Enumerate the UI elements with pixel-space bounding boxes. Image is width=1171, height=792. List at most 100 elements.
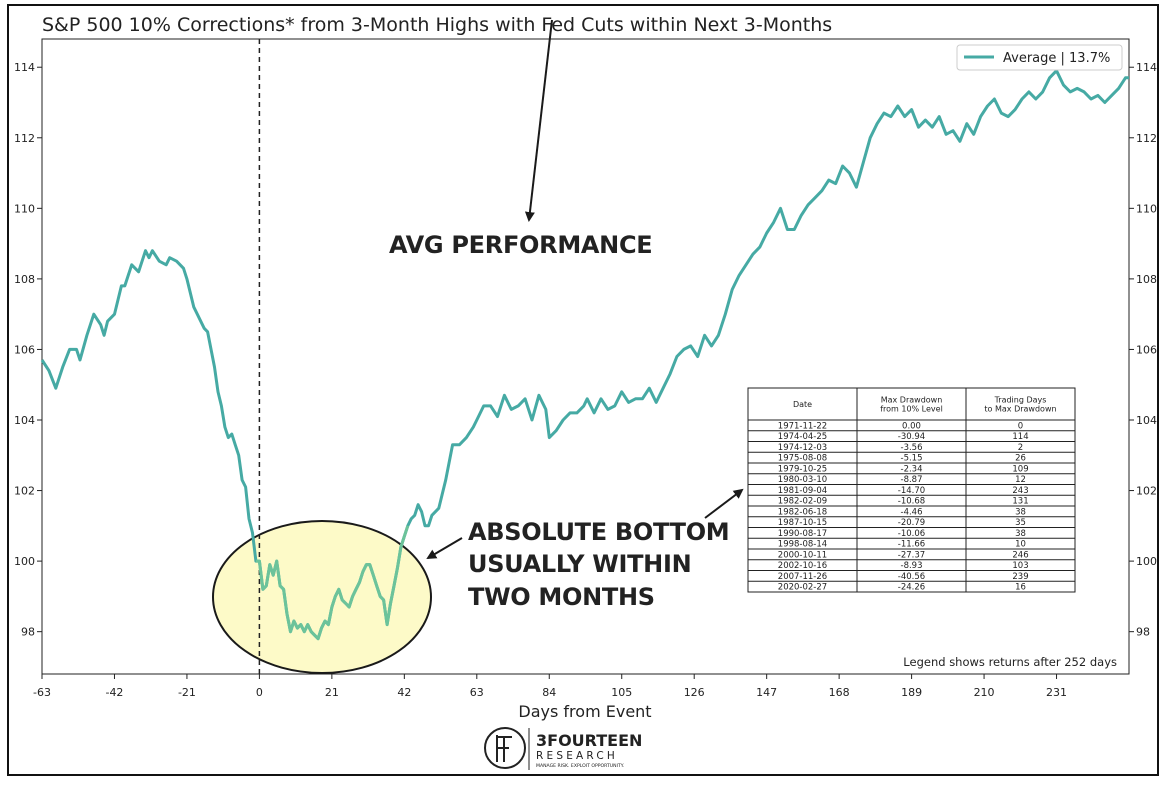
table-cell: -2.34 bbox=[901, 464, 923, 474]
y-tick-label-right: 112 bbox=[1136, 132, 1157, 145]
x-tick-label: 147 bbox=[756, 686, 777, 699]
x-tick-label: 210 bbox=[974, 686, 995, 699]
table-cell: -3.56 bbox=[901, 443, 923, 453]
table-cell: -30.94 bbox=[898, 432, 925, 442]
brand-name: 3FOURTEEN bbox=[536, 731, 642, 750]
table-cell: -4.46 bbox=[901, 507, 923, 517]
brand-monogram-icon bbox=[496, 735, 512, 762]
x-tick-label: 105 bbox=[611, 686, 632, 699]
table-cell: 2000-10-11 bbox=[778, 550, 827, 560]
table-cell: 1998-08-14 bbox=[778, 540, 827, 550]
y-tick-label-left: 114 bbox=[14, 61, 35, 74]
y-tick-label-right: 108 bbox=[1136, 273, 1157, 286]
brand-sub: RESEARCH bbox=[536, 750, 618, 762]
x-tick-label: 189 bbox=[901, 686, 922, 699]
table-cell: -10.68 bbox=[898, 497, 925, 507]
x-tick-label: -63 bbox=[33, 686, 51, 699]
table-cell: 38 bbox=[1015, 529, 1026, 539]
table-cell: 1982-06-18 bbox=[778, 507, 827, 517]
figure-frame bbox=[7, 4, 1159, 776]
table-header-cell: Max Drawdown bbox=[881, 396, 943, 405]
x-tick-label: 231 bbox=[1046, 686, 1067, 699]
x-tick-label: 42 bbox=[397, 686, 411, 699]
brand-circle-mark bbox=[484, 727, 526, 769]
table-cell: 1981-09-04 bbox=[778, 486, 827, 496]
y-tick-label-left: 110 bbox=[14, 202, 35, 215]
y-tick-label-left: 100 bbox=[14, 555, 35, 568]
table-cell: 109 bbox=[1012, 464, 1028, 474]
series-layer bbox=[40, 69, 1129, 641]
y-tick-label-left: 102 bbox=[14, 485, 35, 498]
table-cell: 0 bbox=[1018, 421, 1023, 431]
table-cell: 1975-08-08 bbox=[778, 454, 827, 464]
table-cell: 1971-11-22 bbox=[778, 421, 827, 431]
arrow-to-avg-line bbox=[524, 19, 553, 222]
table-cell: 114 bbox=[1012, 432, 1028, 442]
y-tick-label-right: 106 bbox=[1136, 343, 1157, 356]
x-tick-label: 0 bbox=[256, 686, 263, 699]
legend: Average | 13.7% bbox=[956, 44, 1123, 71]
table-cell: 16 bbox=[1015, 583, 1026, 593]
table-cell: 103 bbox=[1012, 561, 1028, 571]
x-tick-label: 168 bbox=[829, 686, 850, 699]
x-tick-label: 84 bbox=[542, 686, 556, 699]
legend-entry-average: Average | 13.7% bbox=[1003, 51, 1110, 66]
table-cell: -24.26 bbox=[898, 583, 925, 593]
legend-box bbox=[956, 44, 1123, 71]
table-cell: 1982-02-09 bbox=[778, 497, 827, 507]
axis-ticks: -63 -42 -21 0 21 42 63 84 105 126 147 168 189 210 2319… bbox=[14, 61, 1157, 699]
table-cell: 2007-11-26 bbox=[778, 572, 827, 582]
x-tick-label: 21 bbox=[325, 686, 339, 699]
table-cell: -10.06 bbox=[898, 529, 925, 539]
table-cell: 2002-10-16 bbox=[778, 561, 827, 571]
table-header-cell: from 10% Level bbox=[880, 405, 943, 414]
table-border bbox=[747, 387, 1076, 593]
table-cell: 1980-03-10 bbox=[778, 475, 827, 485]
table-cell: -5.15 bbox=[901, 454, 923, 464]
table-cell: 26 bbox=[1015, 454, 1026, 464]
table-cell: -40.56 bbox=[898, 572, 925, 582]
table-cell: 131 bbox=[1012, 497, 1028, 507]
x-tick-label: 126 bbox=[684, 686, 705, 699]
table-cell: 1974-04-25 bbox=[778, 432, 827, 442]
y-tick-label-left: 98 bbox=[21, 626, 35, 639]
table-cell: 35 bbox=[1015, 518, 1026, 528]
annotation-two-months: TWO MONTHS bbox=[468, 583, 655, 611]
returns-note: Legend shows returns after 252 days bbox=[903, 655, 1117, 669]
table-cell: 0.00 bbox=[902, 421, 921, 431]
bottom-highlight-ellipse bbox=[212, 520, 432, 674]
arrow-to-bottom-ellipse bbox=[426, 537, 463, 560]
table-cell: -8.93 bbox=[901, 561, 923, 571]
y-tick-label-left: 108 bbox=[14, 273, 35, 286]
table-cell: -8.87 bbox=[901, 475, 923, 485]
table-cell: 1974-12-03 bbox=[778, 443, 827, 453]
table-cell: 1987-10-15 bbox=[778, 518, 827, 528]
y-tick-label-left: 104 bbox=[14, 414, 35, 427]
table-cell: 10 bbox=[1015, 540, 1026, 550]
table-cell: 12 bbox=[1015, 475, 1026, 485]
table-header-cell: to Max Drawdown bbox=[984, 405, 1056, 414]
table-cell: 239 bbox=[1012, 572, 1028, 582]
table-cell: 243 bbox=[1012, 486, 1028, 496]
y-tick-label-right: 98 bbox=[1136, 626, 1150, 639]
brand-logo: 3FOURTEEN RESEARCH MANAGE RISK. EXPLOIT … bbox=[484, 727, 642, 770]
table-cell: 246 bbox=[1012, 550, 1028, 560]
annotation-usually-within: USUALLY WITHIN bbox=[468, 550, 691, 578]
annotation-absolute-bottom: ABSOLUTE BOTTOM bbox=[468, 518, 729, 546]
table-cell: 2020-02-27 bbox=[778, 583, 827, 593]
y-tick-label-left: 112 bbox=[14, 132, 35, 145]
table-header-cell: Date bbox=[793, 400, 812, 409]
y-tick-label-right: 100 bbox=[1136, 555, 1157, 568]
x-tick-label: -21 bbox=[178, 686, 196, 699]
chart-title: S&P 500 10% Corrections* from 3-Month Hi… bbox=[42, 14, 832, 36]
arrow-to-table bbox=[704, 488, 744, 519]
table-cell: 1990-08-17 bbox=[778, 529, 827, 539]
table-cell: 38 bbox=[1015, 507, 1026, 517]
table-header-cell: Trading Days bbox=[994, 396, 1047, 405]
series-line-bottom-segment bbox=[255, 525, 410, 641]
y-tick-label-right: 102 bbox=[1136, 485, 1157, 498]
brand-tagline: MANAGE RISK. EXPLOIT OPPORTUNITY. bbox=[536, 763, 624, 769]
x-tick-label: -42 bbox=[105, 686, 123, 699]
